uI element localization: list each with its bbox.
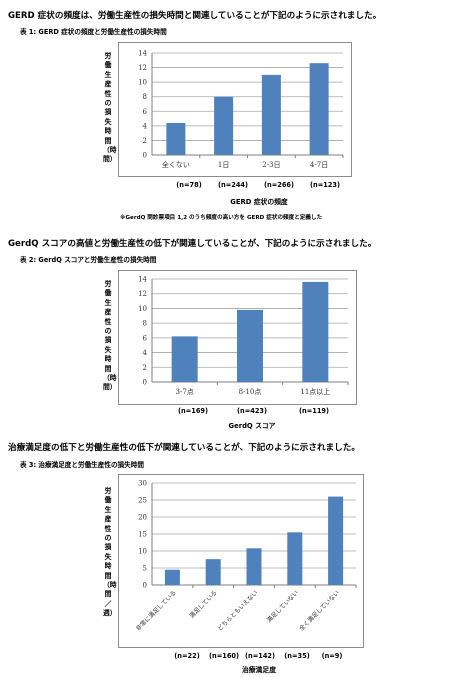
- chart-3-category-label: 非常に満足している: [134, 589, 178, 633]
- chart-3-bar: [205, 559, 221, 585]
- chart-3-n-label: (n=142): [244, 652, 276, 660]
- chart-3-x-axis-title: 治療満足度: [242, 666, 276, 674]
- chart-2-y-tick-label: 8: [143, 320, 147, 328]
- chart-2-n-row: (n=169) (n=423) (n=119): [0, 407, 450, 417]
- chart-3-category-label: 全く満足していない: [297, 589, 341, 633]
- chart-3-n-row: (n=22) (n=160) (n=142) (n=35) (n=9): [0, 652, 450, 662]
- table-3-caption: 表 3: 治療満足度と労働生産性の損失時間: [20, 461, 144, 469]
- chart-2-y-tick-label: 10: [138, 305, 147, 313]
- chart-1-footnote: ※GerdQ 問診票項目 1,2 のうち頻度の高い方を GERD 症状の頻度と定…: [120, 215, 323, 221]
- chart-1-y-tick-label: 14: [138, 50, 147, 58]
- chart-3-plot-area: 0 5 10 15 20 25 30 非常に満足している 満足している どちらともいえない 満足して…: [118, 474, 364, 648]
- chart-2-category-label: 3-7点: [176, 388, 194, 396]
- chart-2-plot-area: 0 2 4 6 8 10 12 14 3-7点 8-10点 11点以上: [118, 270, 357, 405]
- chart-2-y-tick-label: 14: [138, 276, 147, 284]
- chart-2-bar: [237, 309, 263, 382]
- chart-1-y-tick-label: 10: [138, 79, 147, 87]
- chart-2-bar: [302, 281, 329, 382]
- chart-1-y-tick-label: 4: [143, 122, 148, 130]
- chart-1-plot-area: 0 2 4 6 8 10 12 14 全くない 1日 2-3日 4-7日: [118, 42, 352, 177]
- chart-3-bar: [164, 569, 180, 585]
- section-3-heading: 治療満足度の低下と労働生産性の低下が関連していることが、下記のように示されました…: [8, 443, 360, 453]
- chart-1-y-tick-label: 12: [138, 64, 147, 72]
- chart-3-n-label: (n=35): [284, 652, 310, 660]
- chart-1-bar: [166, 122, 186, 155]
- chart-2-x-axis-title: GerdQ スコア: [228, 422, 276, 430]
- chart-3-y-tick-label: 30: [138, 480, 147, 488]
- chart-2-y-axis-label: 労働生産性の損失時間（時間）: [103, 280, 117, 392]
- chart-3-bar: [328, 496, 344, 585]
- chart-1-n-label: (n=266): [263, 181, 295, 189]
- chart-3-y-tick-label: 10: [138, 548, 147, 556]
- chart-2-y-tick-label: 2: [143, 364, 147, 372]
- chart-2-category-label: 11点以上: [300, 387, 330, 396]
- chart-1-bar: [214, 96, 234, 155]
- chart-1-category-label: 2-3日: [262, 161, 280, 169]
- chart-3-category-label: どちらともいえない: [216, 589, 260, 633]
- chart-1-n-label: (n=78): [176, 181, 202, 189]
- chart-1-n-label: (n=123): [309, 181, 341, 189]
- chart-1-bar: [309, 63, 329, 156]
- chart-1-y-tick-label: 6: [143, 108, 148, 116]
- chart-3-category-label: 満足していない: [265, 589, 300, 624]
- chart-3-y-tick-label: 5: [143, 565, 147, 573]
- section-1-heading: GERD 症状の頻度は、労働生産性の損失時間と関連していることが下記のように示さ…: [8, 11, 382, 21]
- chart-1-bar: [261, 74, 281, 155]
- chart-2-y-tick-label: 12: [138, 290, 147, 298]
- chart-1-y-tick-label: 2: [143, 137, 147, 145]
- section-2-heading: GerdQ スコアの高値と労働生産性の低下が関連していることが、下記のように示さ…: [8, 239, 377, 249]
- chart-2-y-tick-label: 4: [143, 349, 148, 357]
- chart-3-n-label: (n=160): [208, 652, 240, 660]
- chart-1-category-label: 1日: [218, 161, 229, 169]
- chart-2-svg: 0 2 4 6 8 10 12 14 3-7点 8-10点 11点以上: [138, 276, 349, 396]
- chart-1-category-label: 4-7日: [310, 161, 328, 169]
- chart-2-y-tick-label: 0: [143, 379, 147, 387]
- chart-3-bar: [246, 548, 262, 585]
- chart-2-n-label: (n=169): [177, 407, 209, 415]
- chart-1-svg: 0 2 4 6 8 10 12 14 全くない 1日 2-3日 4-7日: [138, 50, 344, 169]
- chart-3-category-label: 満足している: [188, 589, 219, 620]
- chart-1-x-axis-title: GERD 症状の頻度: [230, 198, 288, 206]
- table-1-caption: 表 1: GERD 症状の頻度と労働生産性の損失時間: [20, 28, 167, 36]
- chart-3-y-tick-label: 15: [138, 531, 147, 539]
- chart-2-category-label: 8-10点: [239, 388, 262, 396]
- chart-1-n-row: (n=78) (n=244) (n=266) (n=123): [0, 181, 450, 191]
- chart-1-y-axis-label: 労働生産性の損失時間（時間）: [103, 52, 117, 164]
- chart-1-y-tick-label: 8: [143, 93, 147, 101]
- chart-1-y-tick-label: 0: [143, 152, 147, 160]
- chart-3-y-axis-label: 労働生産性の損失時間（時間／週）: [103, 487, 117, 618]
- table-2-caption: 表 2: GerdQ スコアと労働生産性の損失時間: [20, 256, 157, 264]
- chart-3-y-tick-label: 0: [143, 582, 147, 590]
- chart-3-bar: [287, 532, 303, 585]
- chart-3-n-label: (n=22): [174, 652, 200, 660]
- chart-3-n-label: (n=9): [321, 652, 343, 660]
- chart-1-n-label: (n=244): [217, 181, 249, 189]
- chart-1-category-label: 全くない: [162, 160, 190, 169]
- chart-2-y-tick-label: 6: [143, 334, 148, 342]
- chart-2-n-label: (n=423): [236, 407, 268, 415]
- chart-3-y-tick-label: 20: [138, 514, 147, 522]
- chart-2-bar: [171, 336, 198, 382]
- chart-2-n-label: (n=119): [298, 407, 330, 415]
- chart-3-y-tick-label: 25: [138, 497, 147, 505]
